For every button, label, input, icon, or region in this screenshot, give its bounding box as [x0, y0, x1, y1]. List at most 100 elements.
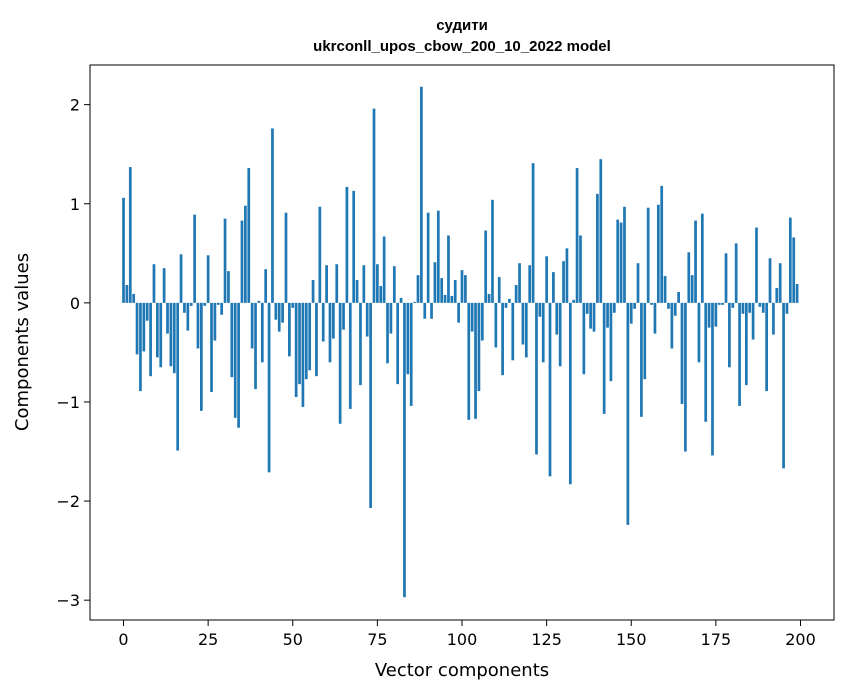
- bar: [271, 128, 274, 303]
- bar: [125, 285, 129, 303]
- bar: [149, 302, 152, 377]
- bar: [704, 302, 708, 422]
- bar: [602, 302, 606, 414]
- bar: [744, 302, 748, 386]
- bar: [376, 264, 379, 303]
- bar: [159, 302, 163, 368]
- bar: [592, 302, 596, 332]
- bar: [315, 302, 318, 377]
- bar: [761, 302, 765, 313]
- bar: [436, 210, 440, 303]
- x-axis: 0 25 50 75 100 125 150 175 200: [118, 620, 816, 649]
- bar: [487, 293, 491, 303]
- bar: [552, 272, 555, 303]
- bar: [335, 264, 339, 303]
- bar: [758, 302, 762, 307]
- bar: [497, 277, 501, 303]
- bar: [372, 108, 376, 303]
- bar: [450, 295, 454, 303]
- bar: [291, 302, 295, 308]
- bar: [457, 302, 460, 323]
- chart-title: судити: [436, 17, 488, 34]
- bar: [189, 302, 193, 306]
- bar: [640, 302, 643, 417]
- bar: [169, 302, 173, 367]
- y-tick-label: −3: [56, 591, 80, 610]
- bar: [193, 214, 196, 303]
- bar: [721, 302, 724, 305]
- bar: [738, 302, 741, 406]
- x-tick-label: 25: [198, 630, 218, 649]
- bar: [633, 302, 636, 309]
- bar: [751, 302, 755, 340]
- bar: [460, 270, 464, 303]
- bar: [311, 280, 315, 303]
- bar: [443, 294, 447, 303]
- bar: [467, 302, 471, 420]
- bar: [281, 302, 284, 323]
- bar: [409, 302, 413, 406]
- bar: [596, 193, 599, 303]
- bar: [778, 263, 782, 303]
- bar: [480, 302, 484, 341]
- bar: [680, 302, 684, 404]
- bar: [274, 302, 278, 320]
- bar: [183, 302, 186, 313]
- bar: [646, 207, 650, 303]
- bar: [230, 302, 234, 378]
- bar: [420, 86, 423, 303]
- bar: [535, 302, 538, 455]
- bar: [365, 302, 369, 337]
- bar: [707, 302, 711, 328]
- x-tick-label: 0: [118, 630, 128, 649]
- x-tick-label: 125: [531, 630, 562, 649]
- bar: [260, 302, 264, 363]
- bar: [494, 302, 498, 348]
- bar: [514, 285, 518, 303]
- bar: [521, 302, 525, 345]
- bar: [663, 276, 667, 303]
- bar: [447, 235, 450, 303]
- bar: [254, 302, 257, 390]
- bar: [196, 302, 200, 349]
- bar: [342, 302, 345, 330]
- bar: [128, 167, 132, 303]
- y-axis-label: Components values: [12, 253, 33, 431]
- bar: [731, 302, 735, 308]
- bar: [474, 302, 477, 419]
- bar: [470, 302, 474, 332]
- bar: [284, 212, 288, 303]
- bar: [599, 159, 603, 303]
- bar: [379, 286, 383, 303]
- bar: [257, 300, 261, 303]
- x-tick-label: 150: [616, 630, 647, 649]
- bar: [650, 302, 653, 305]
- bar: [399, 297, 403, 303]
- bar: [328, 302, 332, 363]
- bar: [548, 302, 552, 477]
- bar: [162, 268, 166, 303]
- x-tick-label: 200: [785, 630, 816, 649]
- bar: [359, 302, 362, 386]
- bar: [318, 206, 322, 303]
- bar: [785, 302, 789, 314]
- x-tick-label: 100: [447, 630, 478, 649]
- bar: [139, 302, 142, 392]
- bar: [308, 302, 312, 371]
- bar: [612, 302, 616, 313]
- bar: [382, 236, 386, 303]
- bar: [440, 278, 444, 303]
- bar: [464, 275, 467, 303]
- bar: [166, 302, 169, 334]
- bar: [122, 197, 125, 303]
- bar: [223, 218, 227, 303]
- bar: [423, 302, 427, 319]
- bar: [562, 261, 565, 303]
- bar: [142, 302, 146, 352]
- bar: [656, 204, 660, 303]
- bar: [788, 217, 792, 303]
- x-axis-label: Vector components: [375, 660, 549, 681]
- bar: [660, 185, 664, 303]
- bar: [518, 263, 521, 303]
